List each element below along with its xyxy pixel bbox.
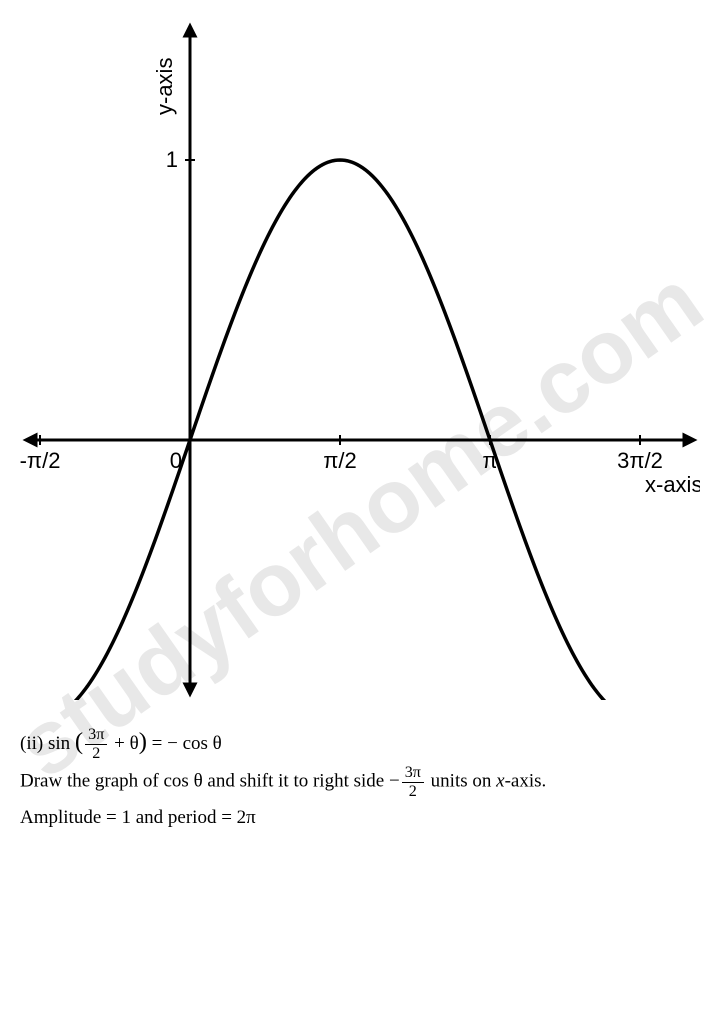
x-var: x — [496, 771, 504, 792]
instr-b: units on — [426, 771, 496, 792]
eq-rhs: = − cos θ — [147, 733, 222, 754]
equation-line: (ii) sin (3π2 + θ) = − cos θ — [20, 720, 700, 764]
svg-text:-π/2: -π/2 — [20, 448, 60, 473]
svg-text:0: 0 — [170, 448, 182, 473]
svg-text:y-axis: y-axis — [152, 58, 177, 115]
svg-text:3π/2: 3π/2 — [617, 448, 663, 473]
fraction-3pi-2: 3π2 — [85, 726, 107, 763]
plus-theta: + θ — [109, 733, 138, 754]
instruction-line: Draw the graph of cos θ and shift it to … — [20, 764, 700, 801]
amplitude-line: Amplitude = 1 and period = 2π — [20, 801, 700, 835]
svg-text:π/2: π/2 — [323, 448, 357, 473]
paren-open: ( — [75, 728, 83, 755]
sine-chart: -π/20π/2π3π/21-1x-axisy-axis — [20, 20, 700, 700]
svg-text:π: π — [482, 448, 497, 473]
fraction-3pi-2-b: 3π2 — [402, 764, 424, 801]
svg-text:1: 1 — [166, 147, 178, 172]
instr-a: Draw the graph of cos θ and shift it to … — [20, 771, 400, 792]
instr-c: -axis. — [505, 771, 547, 792]
solution-text: (ii) sin (3π2 + θ) = − cos θ Draw the gr… — [20, 720, 700, 835]
paren-close: ) — [139, 728, 147, 755]
svg-text:x-axis: x-axis — [645, 472, 700, 497]
eq-prefix: (ii) sin — [20, 733, 70, 754]
